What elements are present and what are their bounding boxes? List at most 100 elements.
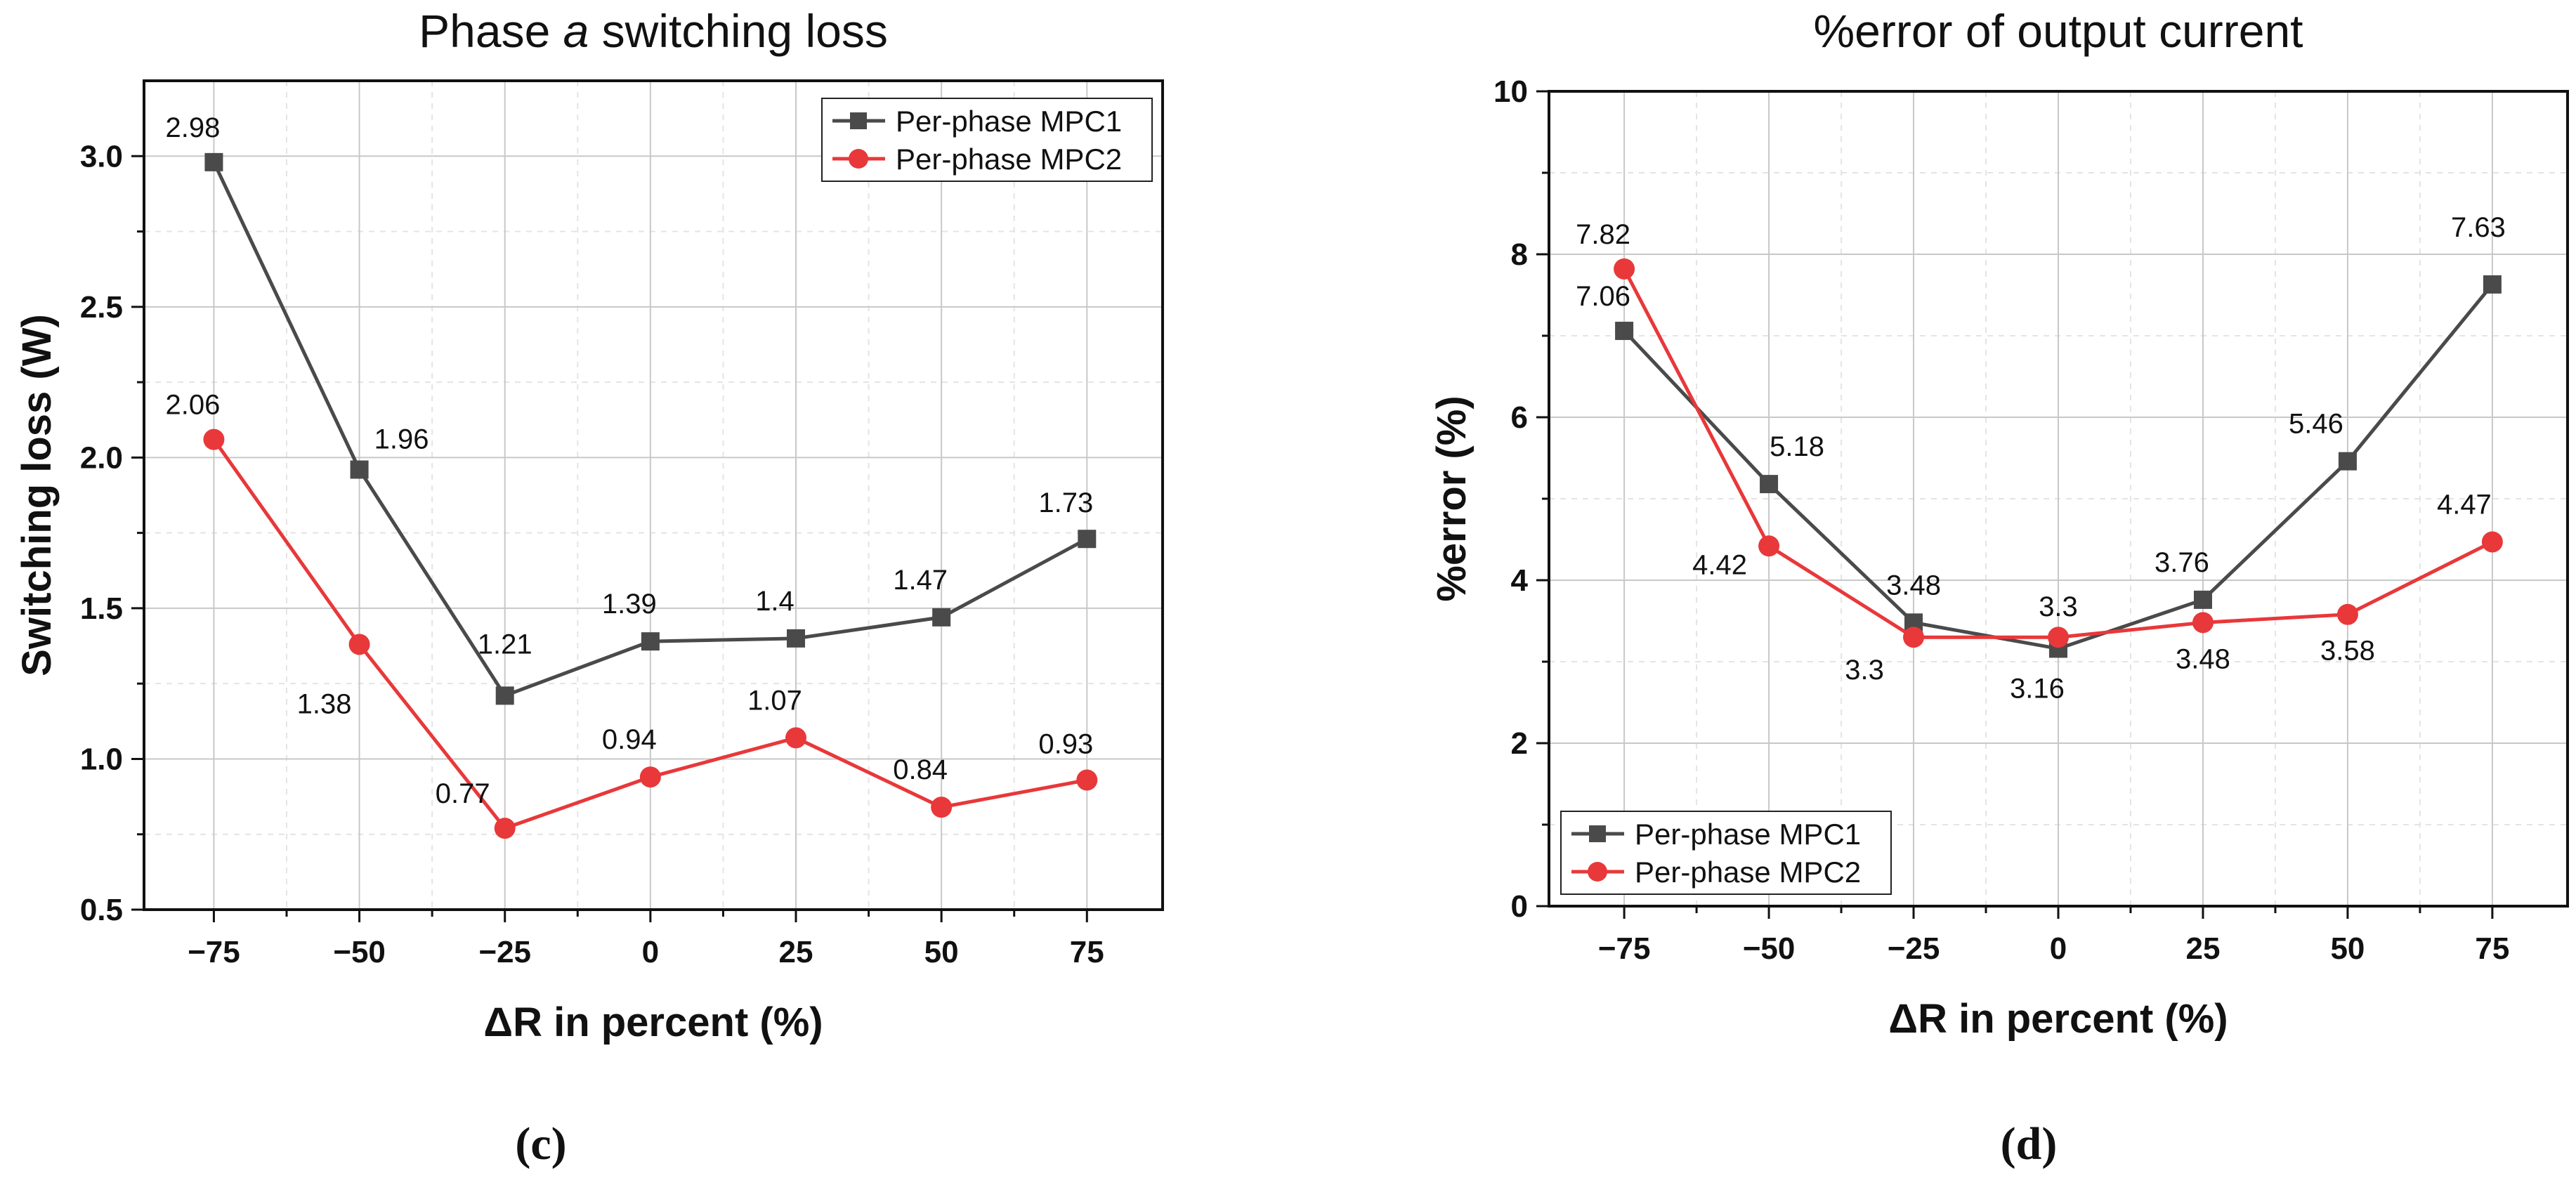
y-tick-label: 2.0	[80, 440, 123, 475]
data-point-circle	[1076, 769, 1098, 791]
data-point-circle	[931, 797, 953, 818]
x-axis-label: ΔR in percent (%)	[483, 1000, 823, 1045]
legend-label: Per-phase MPC2	[896, 143, 1122, 176]
data-label: 3.3	[2039, 591, 2078, 622]
data-point-circle	[2481, 531, 2503, 553]
data-label: 1.07	[747, 685, 802, 716]
chart-title-part: %error of output current	[1814, 5, 2303, 57]
data-label: 0.93	[1038, 728, 1093, 759]
x-tick-label: 25	[779, 935, 813, 969]
data-point-circle	[2048, 627, 2069, 648]
data-label: 1.73	[1038, 487, 1093, 518]
data-label: 0.94	[602, 724, 657, 755]
data-point-square	[2193, 590, 2212, 609]
y-tick-label: 8	[1511, 237, 1528, 272]
data-point-circle	[1758, 535, 1780, 557]
plot-frame	[143, 79, 1164, 911]
data-label: 4.42	[1692, 549, 1747, 580]
legend-label: Per-phase MPC1	[1635, 818, 1861, 851]
data-label: 3.16	[2010, 673, 2065, 704]
data-label: 4.47	[2437, 489, 2492, 520]
data-label: 0.84	[893, 754, 948, 785]
x-tick-label: 0	[2050, 931, 2067, 966]
chart-title-part: switching loss	[589, 5, 888, 57]
legend-label: Per-phase MPC1	[896, 105, 1122, 138]
data-label: 7.63	[2451, 212, 2506, 243]
x-tick-label: −25	[1888, 931, 1940, 966]
legend-box	[1560, 811, 1892, 895]
y-axis-label: %error (%)	[1429, 395, 1475, 601]
panel-caption: (c)	[515, 1118, 566, 1170]
chart-panel-1: −75 −50 −25 0 25 50 75 0 2 4 6 8 10 7.06 5.18 3.48 3.16 3…	[1429, 5, 2569, 1170]
data-label: 3.48	[2176, 643, 2230, 674]
data-point-square	[350, 460, 369, 479]
data-label: 2.06	[165, 390, 220, 421]
data-label: 3.76	[2155, 547, 2209, 578]
chart-title: %error of output current	[1814, 5, 2303, 57]
data-label: 7.06	[1576, 281, 1630, 312]
x-axis-label: ΔR in percent (%)	[1888, 996, 2228, 1042]
chart-panel-0: −75 −50 −25 0 25 50 75 0.5 1.0 1.5 2.0 2.5 3.0 2.98 1.…	[14, 5, 1164, 1170]
data-point-square	[1760, 475, 1779, 494]
y-tick-label: 0	[1511, 889, 1528, 924]
x-tick-label: 50	[2330, 931, 2365, 966]
data-label: 1.96	[374, 424, 429, 455]
data-label: 3.48	[1886, 570, 1941, 601]
data-point-circle	[639, 766, 661, 788]
data-point-circle	[1614, 258, 1635, 280]
y-tick-label: 2.5	[80, 290, 123, 325]
x-tick-label: 25	[2185, 931, 2220, 966]
data-label: 1.4	[755, 586, 795, 617]
data-point-square	[1615, 322, 1634, 341]
legend-box	[821, 98, 1153, 182]
data-point-circle	[2192, 612, 2214, 634]
y-tick-label: 2	[1511, 726, 1528, 761]
y-tick-label: 0.5	[80, 893, 123, 927]
data-label: 0.77	[436, 778, 490, 809]
data-label: 1.38	[297, 688, 352, 719]
data-label: 5.18	[1770, 431, 1824, 462]
data-label: 1.21	[478, 629, 532, 660]
x-tick-label: −50	[333, 935, 386, 969]
chart-title-italic: a	[563, 5, 589, 57]
data-point-circle	[494, 818, 516, 839]
legend-marker-circle	[1588, 862, 1607, 882]
x-tick-label: 75	[2475, 931, 2509, 966]
x-tick-label: 0	[642, 935, 659, 969]
data-label: 5.46	[2289, 409, 2343, 440]
y-tick-label: 6	[1511, 400, 1528, 435]
data-point-square	[2483, 275, 2502, 294]
data-point-circle	[1903, 627, 1925, 648]
data-point-square	[495, 686, 514, 705]
data-point-square	[787, 629, 805, 648]
data-point-circle	[785, 727, 806, 749]
y-tick-label: 1.5	[80, 591, 123, 626]
y-tick-label: 10	[1493, 74, 1528, 109]
data-label: 1.47	[893, 565, 948, 596]
y-tick-label: 4	[1511, 563, 1529, 598]
data-point-circle	[348, 634, 370, 655]
data-point-circle	[2336, 603, 2358, 625]
data-point-circle	[203, 428, 225, 450]
legend-marker-circle	[849, 149, 868, 169]
x-tick-label: 50	[924, 935, 959, 969]
data-point-square	[641, 632, 660, 651]
data-point-square	[2338, 452, 2357, 471]
x-tick-label: −75	[1598, 931, 1651, 966]
y-tick-label: 1.0	[80, 742, 123, 776]
data-label: 2.98	[165, 112, 220, 143]
data-label: 3.3	[1845, 655, 1884, 686]
y-tick-label: 3.0	[80, 139, 123, 174]
x-tick-label: −25	[478, 935, 531, 969]
data-point-square	[1078, 530, 1097, 549]
x-tick-label: 75	[1070, 935, 1104, 969]
legend-marker-square	[1589, 825, 1606, 842]
data-label: 1.39	[602, 589, 657, 620]
data-label: 7.82	[1576, 219, 1630, 250]
legend-marker-square	[850, 112, 867, 129]
chart-title-part: Phase	[419, 5, 563, 57]
data-point-square	[932, 608, 951, 627]
legend-label: Per-phase MPC2	[1635, 856, 1861, 889]
panel-caption: (d)	[2001, 1118, 2058, 1170]
